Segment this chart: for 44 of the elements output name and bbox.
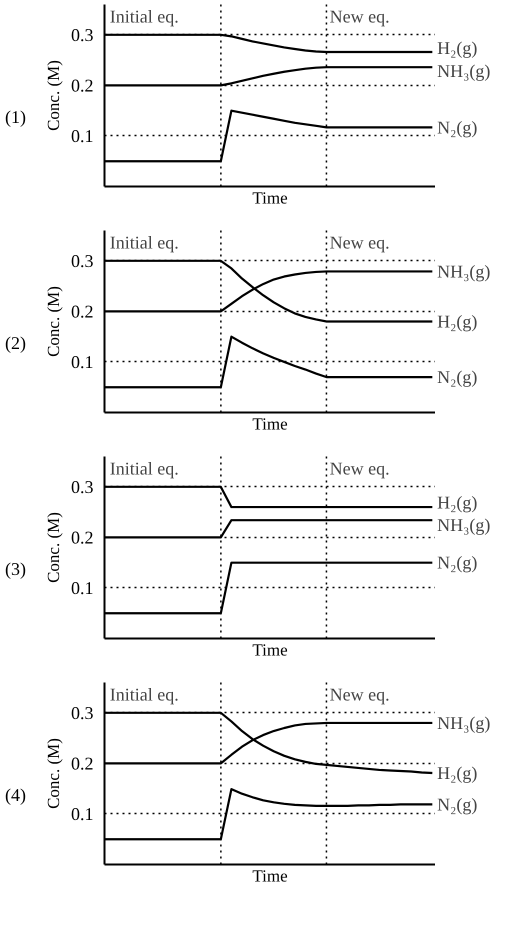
x-axis-title: Time <box>252 640 288 660</box>
series-label: NH₃(g) <box>437 515 490 536</box>
y-tick-label: 0.1 <box>71 578 94 598</box>
series-label: NH₃(g) <box>437 261 490 282</box>
x-axis-title: Time <box>252 188 288 208</box>
y-tick-label: 0.3 <box>71 24 94 45</box>
series-label: N₂(g) <box>437 117 478 138</box>
series-label: H₂(g) <box>437 38 478 58</box>
y-tick-label: 0.2 <box>71 75 94 96</box>
y-axis-title: Conc. (M) <box>44 60 63 131</box>
text: (3) <box>5 558 26 581</box>
y-tick-label: 0.2 <box>71 527 94 548</box>
annotation: New eq. <box>330 6 390 26</box>
y-tick-label: 0.3 <box>71 702 94 723</box>
annotation: Initial eq. <box>110 232 179 252</box>
y-axis-title: Conc. (M) <box>44 512 63 583</box>
text: (4) <box>5 784 26 807</box>
annotation: Initial eq. <box>110 6 179 26</box>
series-label: NH₃(g) <box>437 712 490 733</box>
annotation: Initial eq. <box>110 458 179 478</box>
y-axis-title: Conc. (M) <box>44 738 63 809</box>
series-label: H₂(g) <box>437 312 478 332</box>
x-axis-title: Time <box>252 414 288 434</box>
y-tick-label: 0.1 <box>71 804 94 824</box>
x-axis-title: Time <box>252 866 288 886</box>
annotation: New eq. <box>330 458 390 478</box>
series-label: N₂(g) <box>437 552 478 573</box>
annotation: New eq. <box>330 684 390 704</box>
series-label: NH₃(g) <box>437 60 490 81</box>
series-label: N₂(g) <box>437 367 478 388</box>
annotation: New eq. <box>330 232 390 252</box>
text: (2) <box>5 332 26 355</box>
y-tick-label: 0.2 <box>71 753 94 774</box>
series-label: H₂(g) <box>437 492 478 512</box>
y-tick-label: 0.2 <box>71 301 94 322</box>
y-tick-label: 0.1 <box>71 352 94 372</box>
series-label: N₂(g) <box>437 794 478 814</box>
annotation: Initial eq. <box>110 684 179 704</box>
text: (1) <box>5 106 26 129</box>
series-label: H₂(g) <box>437 762 478 783</box>
y-axis-title: Conc. (M) <box>44 286 63 357</box>
y-tick-label: 0.3 <box>71 250 94 271</box>
y-tick-label: 0.1 <box>71 126 94 146</box>
y-tick-label: 0.3 <box>71 476 94 497</box>
